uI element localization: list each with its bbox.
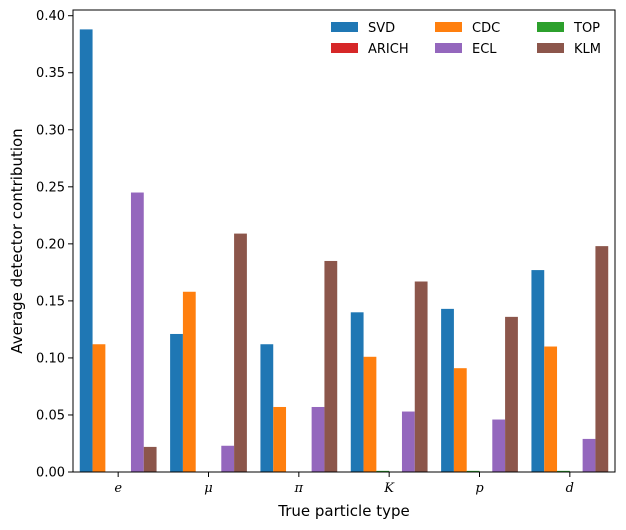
bar-svd-4 — [441, 308, 454, 472]
bar-top-5 — [557, 470, 570, 472]
legend-swatch-klm — [537, 43, 564, 53]
bar-svd-1 — [170, 333, 183, 472]
bars-group — [79, 29, 609, 472]
bar-svd-3 — [350, 312, 364, 472]
bar-klm-0 — [143, 446, 157, 472]
x-tick-label: d — [566, 481, 574, 496]
y-tick-label: 0.35 — [36, 66, 65, 81]
legend-swatch-ecl — [435, 43, 462, 53]
bar-cdc-2 — [273, 406, 287, 472]
y-tick-label: 0.40 — [36, 9, 65, 24]
y-axis: 0.00 0.05 0.10 0.15 0.20 0.25 0.30 0.35 0.40 — [36, 9, 73, 481]
bar-cdc-0 — [92, 344, 106, 472]
y-tick-label: 0.20 — [36, 237, 65, 252]
legend-label-svd: SVD — [368, 21, 395, 36]
bar-klm-4 — [505, 316, 518, 472]
bar-klm-5 — [595, 246, 609, 472]
y-tick-label: 0.30 — [36, 123, 65, 138]
legend-label-ecl: ECL — [472, 42, 497, 57]
legend: SVD CDC TOP ARICH ECL KLM — [331, 21, 601, 57]
x-tick-label: p — [475, 481, 484, 496]
bar-cdc-1 — [182, 291, 196, 472]
x-tick-label: μ — [204, 481, 212, 496]
bar-svd-5 — [531, 270, 545, 472]
bar-top-3 — [376, 470, 390, 472]
y-tick-label: 0.00 — [36, 466, 65, 481]
bar-ecl-1 — [221, 445, 235, 472]
bar-cdc-3 — [363, 356, 377, 472]
bar-klm-3 — [414, 281, 428, 472]
legend-label-cdc: CDC — [472, 21, 500, 36]
bar-klm-2 — [324, 260, 338, 472]
plot-frame — [72, 9, 616, 473]
legend-swatch-top — [537, 22, 564, 32]
x-tick-label: π — [294, 481, 304, 496]
y-tick-label: 0.10 — [36, 351, 65, 366]
bar-klm-1 — [234, 233, 247, 472]
y-axis-title: Average detector contribution — [8, 128, 26, 353]
y-tick-label: 0.25 — [36, 180, 65, 195]
bar-cdc-5 — [544, 346, 558, 472]
x-axis-title: True particle type — [277, 502, 409, 520]
bar-ecl-0 — [130, 192, 144, 472]
y-tick-label: 0.05 — [36, 408, 65, 423]
bar-top-4 — [466, 470, 480, 472]
legend-label-top: TOP — [573, 21, 600, 36]
legend-swatch-svd — [331, 22, 358, 32]
x-tick-label: K — [383, 481, 395, 496]
bar-ecl-2 — [311, 406, 325, 472]
bar-ecl-3 — [401, 411, 415, 472]
bar-svd-0 — [79, 29, 93, 472]
bar-svd-2 — [260, 344, 274, 472]
bar-cdc-4 — [453, 368, 467, 472]
legend-swatch-cdc — [435, 22, 462, 32]
legend-swatch-arich — [331, 43, 358, 53]
bar-ecl-4 — [492, 419, 506, 472]
legend-label-arich: ARICH — [368, 42, 409, 57]
legend-label-klm: KLM — [574, 42, 601, 57]
bar-ecl-5 — [582, 438, 596, 472]
x-tick-label: e — [114, 481, 122, 496]
y-tick-label: 0.15 — [36, 294, 65, 309]
